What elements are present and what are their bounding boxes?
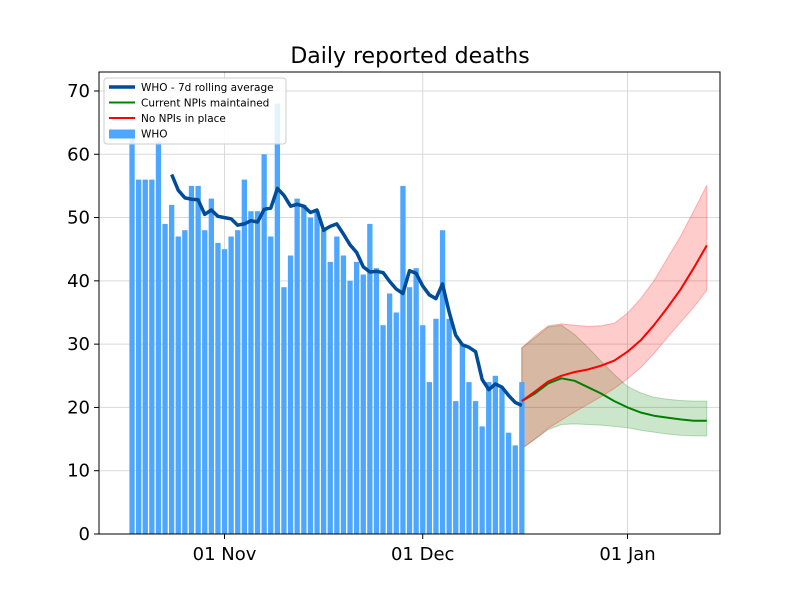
bar <box>208 198 214 534</box>
bar <box>459 344 465 534</box>
bar <box>155 141 162 534</box>
bar <box>274 103 280 534</box>
bar <box>175 236 181 534</box>
bar <box>321 230 327 534</box>
series-lines <box>170 173 708 422</box>
bar <box>268 236 274 534</box>
bar <box>367 223 373 534</box>
bar <box>380 325 386 534</box>
bar <box>446 318 452 534</box>
y-tick-label: 10 <box>67 461 90 482</box>
bar <box>499 388 505 534</box>
series-line-current-npis-maintained <box>521 377 707 422</box>
bar <box>169 204 175 534</box>
bar <box>347 280 353 534</box>
bar <box>360 274 366 534</box>
bar <box>142 179 148 534</box>
series-line-who-7d-rolling-average <box>170 173 523 408</box>
legend-label: WHO <box>141 129 168 141</box>
bar <box>182 230 188 534</box>
bar <box>314 211 320 534</box>
y-tick-label: 60 <box>67 144 90 165</box>
plot-frame <box>98 71 721 535</box>
bar <box>426 382 432 534</box>
bar <box>327 261 333 534</box>
series-line-no-npis-in-place <box>521 244 708 402</box>
bar <box>512 445 518 534</box>
bar <box>466 382 472 534</box>
bar <box>188 185 195 534</box>
bar <box>439 230 446 534</box>
bar <box>235 230 241 534</box>
x-tick-label: 01 Dec <box>391 544 454 565</box>
bar <box>413 268 419 534</box>
bar <box>281 287 287 534</box>
bar <box>433 318 439 534</box>
bar <box>254 211 261 534</box>
y-tick-label: 40 <box>67 271 90 292</box>
uncertainty-bands <box>521 185 708 450</box>
bar <box>479 426 485 534</box>
bar <box>228 236 234 534</box>
bar <box>261 154 267 535</box>
bar <box>519 382 525 534</box>
legend-label: Current NPIs maintained <box>141 98 269 110</box>
bar <box>400 185 406 534</box>
bar <box>387 293 393 534</box>
y-tick-label: 20 <box>67 397 90 418</box>
bar <box>294 198 300 534</box>
bar <box>393 312 399 534</box>
x-tick-label: 01 Jan <box>599 544 655 565</box>
legend-swatch <box>109 129 135 139</box>
axes: 0 10 20 30 40 50 60 70 01 Nov 01 Dec 01 Jan <box>67 81 656 565</box>
bar <box>420 325 426 534</box>
bar <box>202 230 208 534</box>
y-tick-label: 30 <box>67 334 90 355</box>
bar <box>241 179 247 534</box>
y-tick-label: 0 <box>79 524 90 545</box>
band-no-npis-in-place <box>521 185 708 450</box>
bar <box>136 179 142 534</box>
bar <box>406 287 413 534</box>
legend-label: No NPIs in place <box>141 113 226 125</box>
bar <box>307 217 314 534</box>
legend: WHO - 7d rolling average Current NPIs mai… <box>103 77 287 145</box>
bar <box>162 223 168 534</box>
bar <box>373 268 380 534</box>
bar <box>129 135 135 535</box>
bar <box>340 255 347 534</box>
bar <box>215 242 221 534</box>
y-tick-label: 50 <box>67 208 90 229</box>
bar <box>492 375 498 534</box>
bar <box>248 211 254 534</box>
bar <box>334 236 340 534</box>
legend-box <box>103 77 287 145</box>
bar <box>354 261 360 534</box>
bar <box>221 249 228 534</box>
bar <box>287 255 294 534</box>
bar <box>472 401 479 534</box>
bar <box>486 382 492 534</box>
bar <box>195 185 201 534</box>
bar <box>453 401 459 534</box>
bar <box>301 204 307 534</box>
legend-label: WHO - 7d rolling average <box>141 82 274 94</box>
bar <box>149 179 155 534</box>
x-tick-label: 01 Nov <box>193 544 257 565</box>
bar <box>506 432 512 534</box>
band-current-npis-maintained <box>521 324 708 450</box>
chart-title: Daily reported deaths <box>290 44 529 69</box>
bars <box>129 103 525 535</box>
y-tick-label: 70 <box>67 81 90 102</box>
